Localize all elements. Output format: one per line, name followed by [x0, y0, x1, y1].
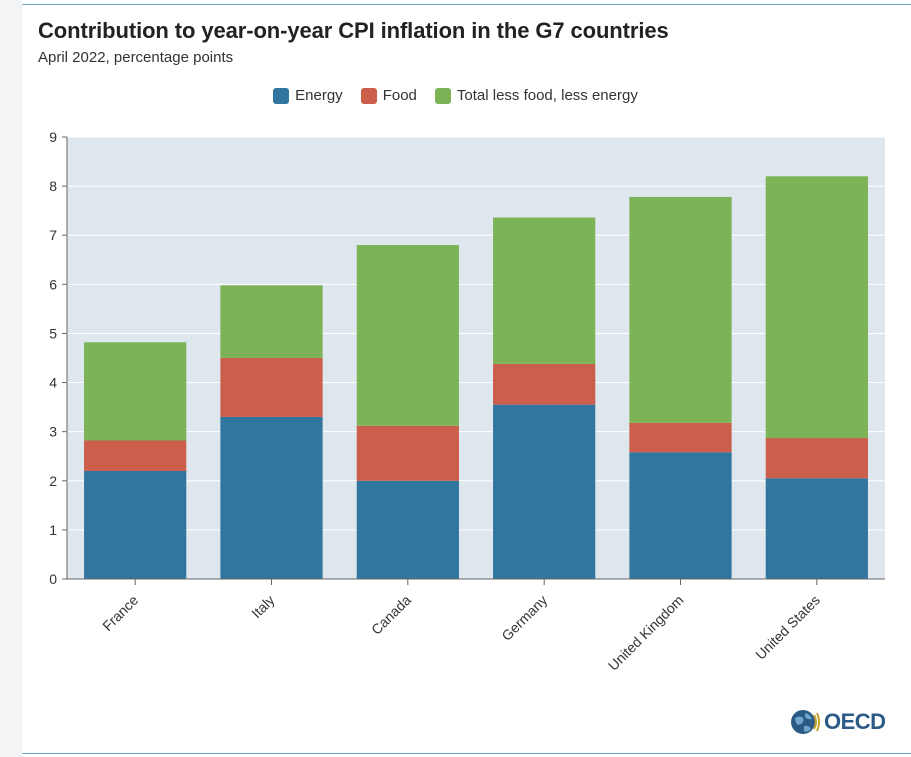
- bar-italy-energy: [220, 416, 323, 579]
- legend-item-energy[interactable]: Energy: [273, 87, 343, 104]
- bar-france-total-less-food-less-energy: [84, 342, 187, 441]
- bar-canada-total-less-food-less-energy: [356, 245, 459, 426]
- page-gutter: [0, 0, 22, 757]
- x-tick-label-germany: Germany: [498, 592, 550, 644]
- x-tick-label-united-states: United States: [752, 592, 823, 663]
- legend-item-food[interactable]: Food: [360, 87, 417, 104]
- bottom-rule: [22, 753, 911, 754]
- bar-germany-food: [493, 363, 596, 405]
- y-tick-label-1: 1: [49, 522, 57, 538]
- x-tick-label-france: France: [99, 592, 141, 634]
- bar-canada-food: [356, 425, 459, 481]
- bar-united-states-total-less-food-less-energy: [765, 176, 868, 439]
- bar-canada-energy: [356, 480, 459, 579]
- bar-united-states-food: [765, 438, 868, 479]
- y-tick-label-0: 0: [49, 571, 57, 587]
- legend-swatch-total: [434, 87, 451, 104]
- x-tick-label-italy: Italy: [248, 592, 277, 621]
- y-tick-label-5: 5: [49, 325, 57, 341]
- legend-swatch-energy: [273, 87, 290, 104]
- oecd-logo-text: OECD: [824, 709, 886, 734]
- bar-france-food: [84, 440, 187, 471]
- bar-germany-total-less-food-less-energy: [493, 217, 596, 364]
- bar-united-kingdom-energy: [629, 452, 732, 579]
- legend-item-total-less-food-less-energy[interactable]: Total less food, less energy: [434, 87, 638, 104]
- y-tick-label-7: 7: [49, 227, 57, 243]
- bar-united-kingdom-food: [629, 422, 732, 453]
- chart-title: Contribution to year-on-year CPI inflati…: [38, 18, 669, 43]
- bar-france-energy: [84, 470, 187, 579]
- chart-subtitle: April 2022, percentage points: [38, 49, 234, 66]
- y-tick-label-2: 2: [49, 473, 57, 489]
- y-tick-label-3: 3: [49, 424, 57, 440]
- plot-background: [67, 137, 885, 579]
- bar-united-kingdom-total-less-food-less-energy: [629, 196, 732, 423]
- oecd-globe-icon: [791, 710, 820, 734]
- legend-label-energy: Energy: [295, 87, 343, 104]
- y-tick-label-8: 8: [49, 178, 57, 194]
- legend-swatch-food: [360, 87, 377, 104]
- legend: Energy Food Total less food, less energy: [0, 87, 911, 104]
- bar-italy-total-less-food-less-energy: [220, 285, 323, 358]
- x-tick-label-united-kingdom: United Kingdom: [605, 592, 687, 674]
- oecd-logo: OECD: [790, 707, 886, 737]
- x-tick-label-canada: Canada: [368, 592, 414, 638]
- y-tick-label-4: 4: [49, 375, 57, 391]
- legend-label-total: Total less food, less energy: [456, 87, 638, 104]
- legend-label-food: Food: [382, 87, 417, 104]
- bar-germany-energy: [493, 404, 596, 579]
- y-tick-label-9: 9: [49, 129, 57, 145]
- top-rule: [22, 4, 911, 5]
- y-tick-label-6: 6: [49, 276, 57, 292]
- bar-italy-food: [220, 358, 323, 417]
- bar-united-states-energy: [765, 478, 868, 579]
